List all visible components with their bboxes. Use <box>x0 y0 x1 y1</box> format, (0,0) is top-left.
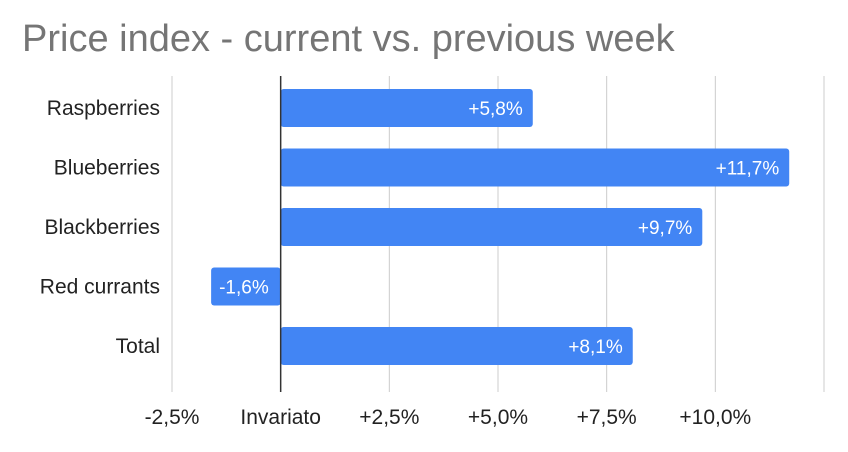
category-label: Raspberries <box>47 97 160 120</box>
bar <box>280 148 790 187</box>
data-labels: +5,8% +11,7% +9,7% -1,6% +8,1% <box>219 99 779 358</box>
data-label: +8,1% <box>568 337 623 358</box>
category-labels: Raspberries Blueberries Blackberries Red cu… <box>40 97 160 358</box>
x-tick-label: -2,5% <box>145 406 200 429</box>
x-tick-label: Invariato <box>240 406 321 429</box>
category-label: Blackberries <box>44 216 160 239</box>
x-tick-label: +5,0% <box>468 406 528 429</box>
bar <box>280 89 533 127</box>
category-label: Blueberries <box>54 157 160 180</box>
data-label: +5,8% <box>468 99 523 120</box>
bars <box>211 89 790 365</box>
data-label: +11,7% <box>716 159 780 180</box>
x-tick-label: +7,5% <box>577 406 637 429</box>
x-axis-tick-labels: -2,5% Invariato +2,5% +5,0% +7,5% +10,0% <box>145 406 752 429</box>
data-label: +9,7% <box>638 218 693 239</box>
data-label: -1,6% <box>219 278 269 299</box>
bar <box>280 327 633 365</box>
bar <box>280 208 703 246</box>
x-tick-label: +10,0% <box>679 406 751 429</box>
x-tick-label: +2,5% <box>359 406 419 429</box>
category-label: Total <box>116 335 160 358</box>
bar <box>211 267 281 306</box>
chart-title: Price index - current vs. previous week <box>22 18 675 60</box>
category-label: Red currants <box>40 276 160 299</box>
